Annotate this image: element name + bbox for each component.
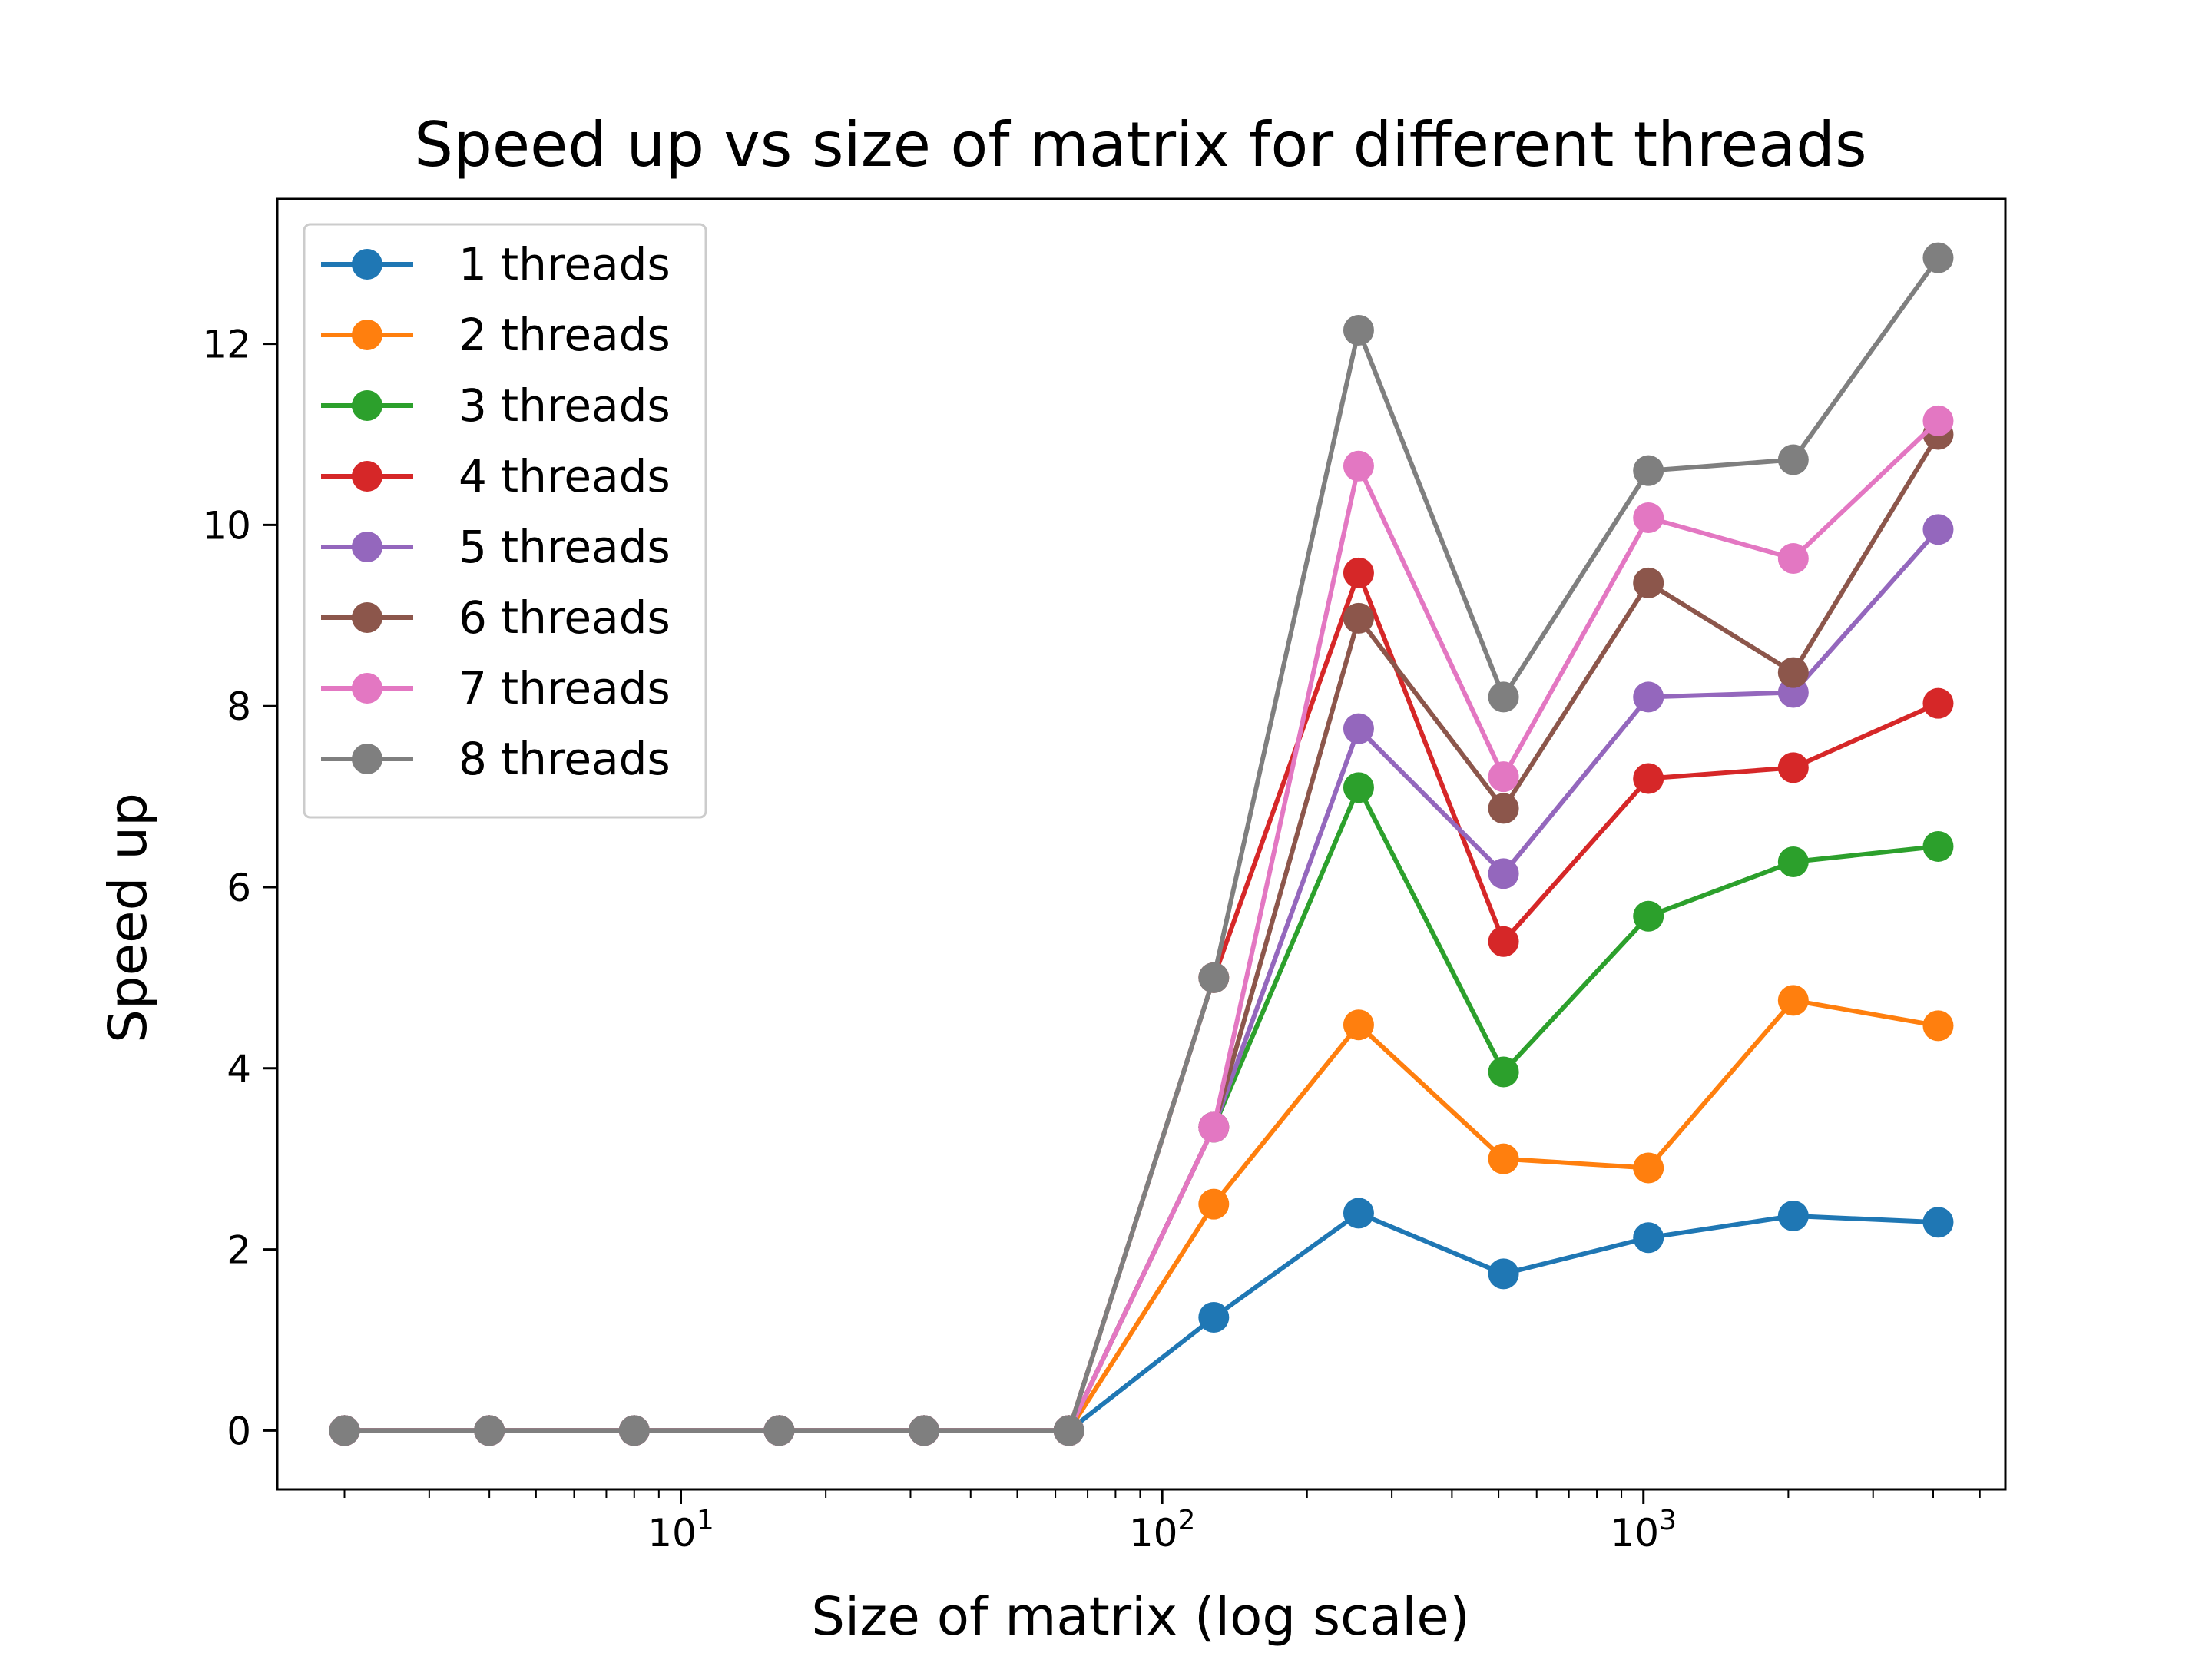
legend-label: 6 threads: [459, 591, 671, 644]
x-tick-label: 103: [1610, 1505, 1677, 1555]
series-3: [329, 772, 1954, 1446]
legend-item: 6 threads: [321, 591, 671, 644]
legend-label: 2 threads: [459, 309, 671, 361]
data-point: [1777, 444, 1809, 475]
series-line: [344, 256, 1940, 1433]
data-point: [329, 1415, 360, 1446]
chart-title: Speed up vs size of matrix for different…: [414, 109, 1866, 181]
data-point: [1922, 242, 1954, 273]
data-point: [1488, 926, 1519, 957]
data-point: [1777, 1200, 1809, 1231]
data-point: [1343, 772, 1374, 803]
data-point: [1488, 1056, 1519, 1088]
series-1: [329, 1198, 1954, 1446]
legend-item: 3 threads: [321, 379, 671, 432]
series-layer: [329, 242, 1954, 1446]
data-point: [1922, 405, 1954, 436]
series-8: [329, 242, 1954, 1446]
y-tick-label: 10: [202, 503, 251, 548]
legend: 1 threads 2 threads 3 threads 4 threads 5 th…: [303, 223, 707, 819]
legend-label: 5 threads: [459, 521, 671, 573]
x-axis-label: Size of matrix (log scale): [811, 1586, 1470, 1648]
data-point: [1633, 900, 1664, 932]
data-point: [1198, 1188, 1230, 1220]
data-point: [1488, 1143, 1519, 1174]
data-point: [1488, 793, 1519, 824]
legend-label: 1 threads: [459, 238, 671, 290]
data-point: [1343, 557, 1374, 588]
data-point: [1343, 1009, 1374, 1041]
data-point: [1633, 455, 1664, 486]
data-point: [1343, 314, 1374, 346]
data-point: [1633, 502, 1664, 533]
legend-swatch-marker: [352, 461, 382, 492]
legend-label: 4 threads: [459, 450, 671, 502]
legend-swatch-marker: [352, 390, 382, 421]
data-point: [1777, 657, 1809, 688]
data-point: [1343, 1198, 1374, 1229]
data-point: [1633, 763, 1664, 794]
x-axis-ticks: 101 102 103: [343, 1489, 1981, 1555]
data-point: [1633, 567, 1664, 598]
legend-swatch-marker: [352, 744, 382, 774]
x-tick-label: 101: [647, 1505, 714, 1555]
legend-item: 1 threads: [321, 238, 671, 290]
legend-item: 7 threads: [321, 662, 671, 714]
series-line: [344, 998, 1939, 1433]
data-point: [1488, 761, 1519, 793]
legend-label: 7 threads: [459, 662, 671, 714]
data-point: [1777, 752, 1809, 783]
data-point: [1777, 985, 1809, 1016]
data-point: [1343, 602, 1374, 634]
data-point: [1198, 1302, 1230, 1333]
data-point: [1777, 543, 1809, 575]
legend-swatch-marker: [352, 320, 382, 350]
legend-swatch-marker: [352, 532, 382, 562]
legend-item: 5 threads: [321, 521, 671, 573]
y-tick-label: 4: [227, 1047, 251, 1092]
y-tick-label: 6: [227, 866, 251, 910]
data-point: [1777, 846, 1809, 877]
data-point: [1343, 450, 1374, 482]
legend-item: 2 threads: [321, 309, 671, 361]
data-point: [1922, 830, 1954, 862]
y-axis-label: Speed up: [98, 793, 159, 1043]
y-tick-label: 2: [227, 1228, 251, 1273]
data-point: [1488, 1258, 1519, 1290]
legend-swatch-marker: [352, 249, 382, 280]
series-line: [344, 1211, 1939, 1433]
legend-label: 3 threads: [459, 379, 671, 432]
data-point: [1633, 681, 1664, 713]
legend-item: 4 threads: [321, 450, 671, 502]
data-point: [618, 1415, 650, 1446]
data-point: [1343, 713, 1374, 744]
y-tick-label: 0: [227, 1409, 251, 1453]
data-point: [1198, 962, 1230, 993]
y-tick-label: 8: [227, 684, 251, 729]
y-axis-ticks: 0 2 4 6 8 10 12: [202, 323, 277, 1453]
data-point: [1922, 1010, 1954, 1042]
data-point: [1198, 1111, 1230, 1143]
x-tick-label: 102: [1129, 1505, 1196, 1555]
data-point: [1488, 858, 1519, 889]
data-point: [1922, 514, 1954, 545]
legend-swatch-marker: [352, 602, 382, 633]
legend-swatch-marker: [352, 673, 382, 704]
data-point: [909, 1415, 940, 1446]
data-point: [1922, 687, 1954, 719]
legend-box: [303, 223, 707, 819]
data-point: [763, 1415, 795, 1446]
data-point: [1633, 1152, 1664, 1184]
legend-label: 8 threads: [459, 733, 671, 785]
data-point: [1633, 1222, 1664, 1254]
data-point: [1922, 1207, 1954, 1238]
legend-item: 8 threads: [321, 733, 671, 785]
data-point: [474, 1415, 505, 1446]
data-point: [1053, 1415, 1084, 1446]
data-point: [1488, 681, 1519, 713]
plot-frame: [276, 197, 2007, 1491]
y-tick-label: 12: [202, 323, 251, 367]
